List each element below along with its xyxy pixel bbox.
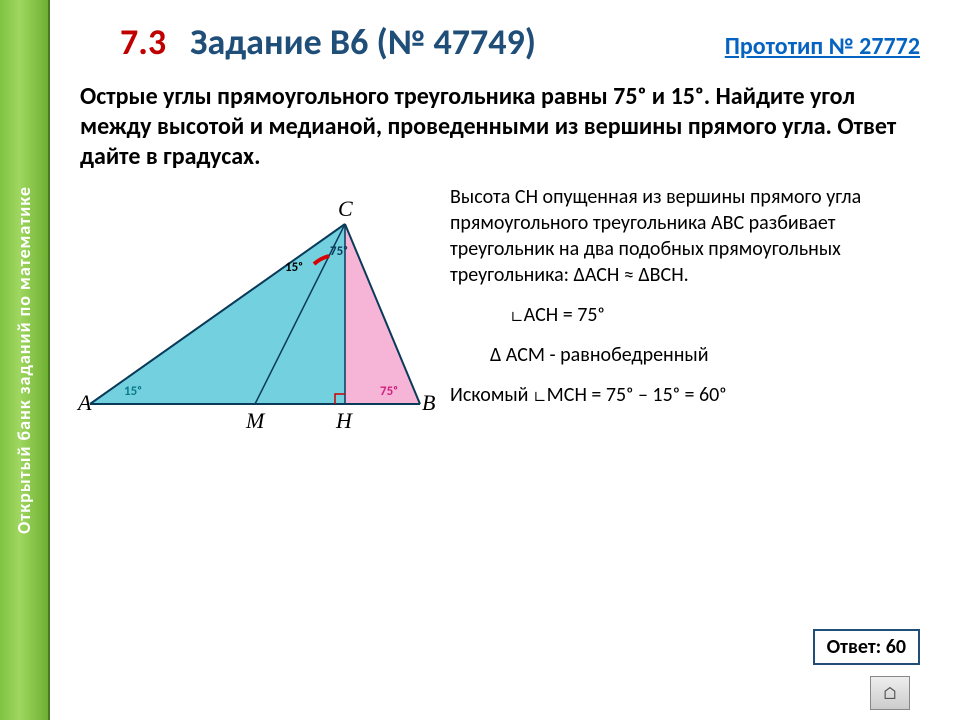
section-number: 7.3: [120, 20, 166, 64]
prototype-link[interactable]: Прототип № 27772: [725, 32, 920, 61]
solution-p1: Высота CH опущенная из вершины прямого у…: [450, 184, 930, 288]
vertex-b: B: [422, 390, 435, 416]
solution-p4: Искомый ∟MCH = 75ᵒ – 15ᵒ = 60ᵒ: [450, 382, 930, 408]
solution-p2: ∟ACH = 75ᵒ: [510, 302, 930, 328]
sidebar-title: Открытый банк заданий по математике: [13, 186, 35, 534]
point-m: M: [246, 408, 264, 434]
solution-p3: Δ ACM - равнобедренный: [490, 342, 930, 368]
solution-text: Высота CH опущенная из вершины прямого у…: [450, 184, 930, 444]
answer-box: Ответ: 60: [813, 629, 920, 665]
vertex-c: C: [338, 196, 353, 222]
problem-text: Острые углы прямоугольного треугольника …: [80, 82, 930, 172]
home-icon[interactable]: ⌂: [870, 676, 910, 710]
angle-top-left: 15ᵒ: [285, 260, 303, 275]
angle-b: 75ᵒ: [380, 384, 398, 399]
vertex-a: A: [78, 390, 91, 416]
slide-content: 7.3 Задание B6 (№ 47749) Прототип № 2777…: [50, 0, 960, 720]
task-title: Задание B6 (№ 47749): [190, 20, 536, 64]
angle-top-right: 75ᵒ: [330, 244, 348, 259]
title-row: 7.3 Задание B6 (№ 47749) Прототип № 2777…: [120, 20, 930, 64]
triangle-figure: A B C M H 15ᵒ 75ᵒ 75ᵒ 15ᵒ: [80, 184, 440, 444]
angle-a: 15ᵒ: [124, 384, 142, 399]
sidebar: Открытый банк заданий по математике: [0, 0, 50, 720]
point-h: H: [336, 408, 352, 434]
